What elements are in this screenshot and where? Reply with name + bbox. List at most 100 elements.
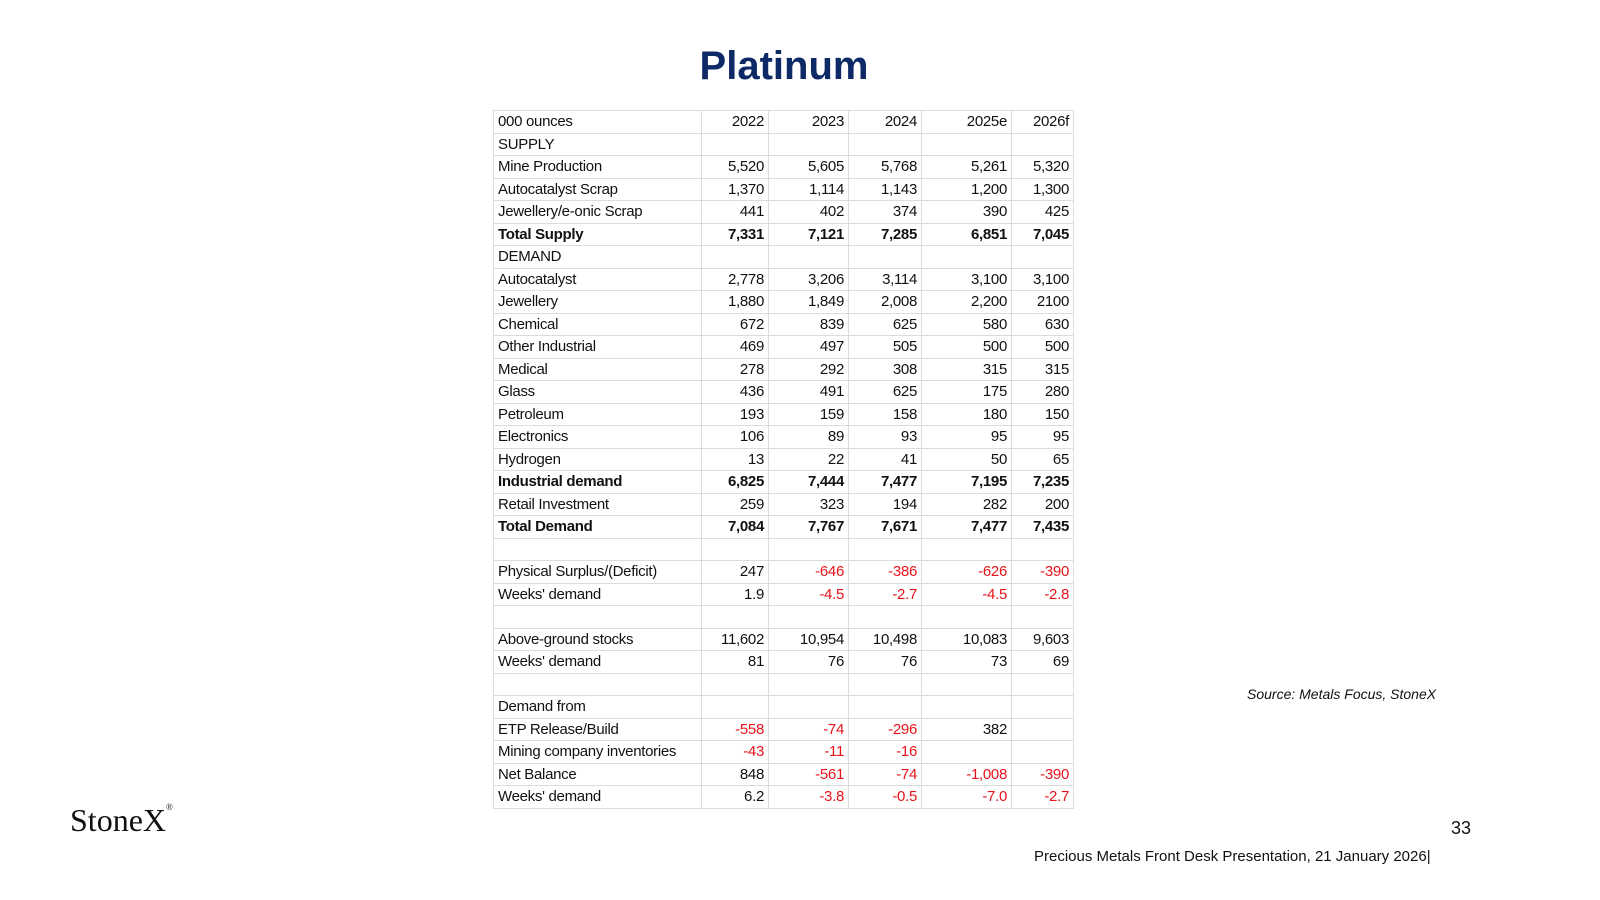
table-cell — [848, 672, 922, 696]
table-cell: Mining company inventories — [493, 740, 702, 764]
table-cell: 374 — [848, 200, 922, 224]
table-cell: Above-ground stocks — [493, 627, 702, 651]
table-cell: 436 — [701, 380, 769, 404]
table-cell: 95 — [921, 425, 1012, 449]
table-row: Weeks' demand 81 76 76 73 69 — [493, 650, 1074, 674]
table-cell: ETP Release/Build — [493, 717, 702, 741]
table-cell: 1,849 — [768, 290, 849, 314]
table-cell: 180 — [921, 402, 1012, 426]
table-cell: -561 — [768, 762, 849, 786]
table-cell: 2,778 — [701, 267, 769, 291]
table-cell: 7,195 — [921, 470, 1012, 494]
table-cell: DEMAND — [493, 245, 702, 269]
table-cell: -16 — [848, 740, 922, 764]
table-cell: 159 — [768, 402, 849, 426]
table-cell — [701, 245, 769, 269]
table-row — [493, 605, 1074, 629]
table-cell: 81 — [701, 650, 769, 674]
table-cell: 625 — [848, 380, 922, 404]
table-cell: 193 — [701, 402, 769, 426]
table-cell: Weeks' demand — [493, 582, 702, 606]
table-cell: 7,477 — [921, 515, 1012, 539]
table-cell: 89 — [768, 425, 849, 449]
table-cell — [921, 605, 1012, 629]
table-cell: 1,370 — [701, 177, 769, 201]
table-cell: -4.5 — [768, 582, 849, 606]
table-cell: Total Demand — [493, 515, 702, 539]
table-cell — [848, 605, 922, 629]
table-cell: 580 — [921, 312, 1012, 336]
table-cell — [921, 537, 1012, 561]
table-cell: Jewellery/e-onic Scrap — [493, 200, 702, 224]
table-cell — [768, 537, 849, 561]
table-row: Autocatalyst 2,778 3,206 3,114 3,100 3,100 — [493, 267, 1074, 291]
table-cell — [1011, 605, 1074, 629]
source-note: Source: Metals Focus, StoneX — [1247, 686, 1437, 702]
table-cell — [848, 537, 922, 561]
data-table: 000 ounces 2022 2023 2024 2025e 2026f SUPPLY Mi… — [493, 110, 1074, 809]
table-cell: 402 — [768, 200, 849, 224]
table-cell: -558 — [701, 717, 769, 741]
table-row: Mine Production 5,520 5,605 5,768 5,261 5,320 — [493, 155, 1074, 179]
table-cell: 1,200 — [921, 177, 1012, 201]
table-row: Mining company inventories -43 -11 -16 — [493, 740, 1074, 764]
header-cell: 2025e — [921, 110, 1012, 134]
table-cell: 76 — [768, 650, 849, 674]
table-cell: 7,435 — [1011, 515, 1074, 539]
table-cell — [768, 695, 849, 719]
table-cell: 3,100 — [921, 267, 1012, 291]
table-cell: 7,045 — [1011, 222, 1074, 246]
header-row: 000 ounces 2022 2023 2024 2025e 2026f — [493, 110, 1074, 134]
table-cell: 69 — [1011, 650, 1074, 674]
table-cell: 76 — [848, 650, 922, 674]
table-cell: 2100 — [1011, 290, 1074, 314]
page-number: 33 — [1451, 818, 1472, 838]
table-cell: -1,008 — [921, 762, 1012, 786]
table-cell: 5,768 — [848, 155, 922, 179]
table-cell: 7,767 — [768, 515, 849, 539]
table-cell: 158 — [848, 402, 922, 426]
table-cell: 500 — [1011, 335, 1074, 359]
table-row: Industrial demand 6,825 7,444 7,477 7,195 7,2… — [493, 470, 1074, 494]
table-cell — [701, 605, 769, 629]
table-cell: 2,200 — [921, 290, 1012, 314]
table-row: SUPPLY — [493, 132, 1074, 156]
table-row: Medical 278 292 308 315 315 — [493, 357, 1074, 381]
table-cell: -74 — [768, 717, 849, 741]
table-cell: 3,206 — [768, 267, 849, 291]
table-row — [493, 537, 1074, 561]
table-cell — [701, 672, 769, 696]
table-cell: Net Balance — [493, 762, 702, 786]
table-cell: 93 — [848, 425, 922, 449]
table-cell: 13 — [701, 447, 769, 471]
table-row: Autocatalyst Scrap 1,370 1,114 1,143 1,200 1,… — [493, 177, 1074, 201]
table-cell: 1.9 — [701, 582, 769, 606]
logo-name: StoneX — [70, 802, 166, 838]
table-cell — [701, 695, 769, 719]
header-cell: 2023 — [768, 110, 849, 134]
table-cell — [701, 132, 769, 156]
header-cell: 2026f — [1011, 110, 1074, 134]
table-cell: 7,444 — [768, 470, 849, 494]
table-cell: 41 — [848, 447, 922, 471]
table-cell — [848, 245, 922, 269]
footer: Precious Metals Front Desk Presentation,… — [1034, 848, 1431, 865]
table-cell: 469 — [701, 335, 769, 359]
table-cell: 9,603 — [1011, 627, 1074, 651]
table-cell: 425 — [1011, 200, 1074, 224]
table-cell — [921, 740, 1012, 764]
table-cell: -2.7 — [848, 582, 922, 606]
table-cell: Jewellery — [493, 290, 702, 314]
table-row: Net Balance 848 -561 -74 -1,008 -390 — [493, 762, 1074, 786]
table-cell: 6,851 — [921, 222, 1012, 246]
table-cell: 6.2 — [701, 785, 769, 809]
table-cell — [768, 605, 849, 629]
table-cell: 5,320 — [1011, 155, 1074, 179]
table-cell: 839 — [768, 312, 849, 336]
table-cell: Mine Production — [493, 155, 702, 179]
table-cell: 3,114 — [848, 267, 922, 291]
table-cell: 382 — [921, 717, 1012, 741]
table-row: Weeks' demand 6.2 -3.8 -0.5 -7.0 -2.7 — [493, 785, 1074, 809]
table-cell: 7,477 — [848, 470, 922, 494]
table-cell: 315 — [921, 357, 1012, 381]
